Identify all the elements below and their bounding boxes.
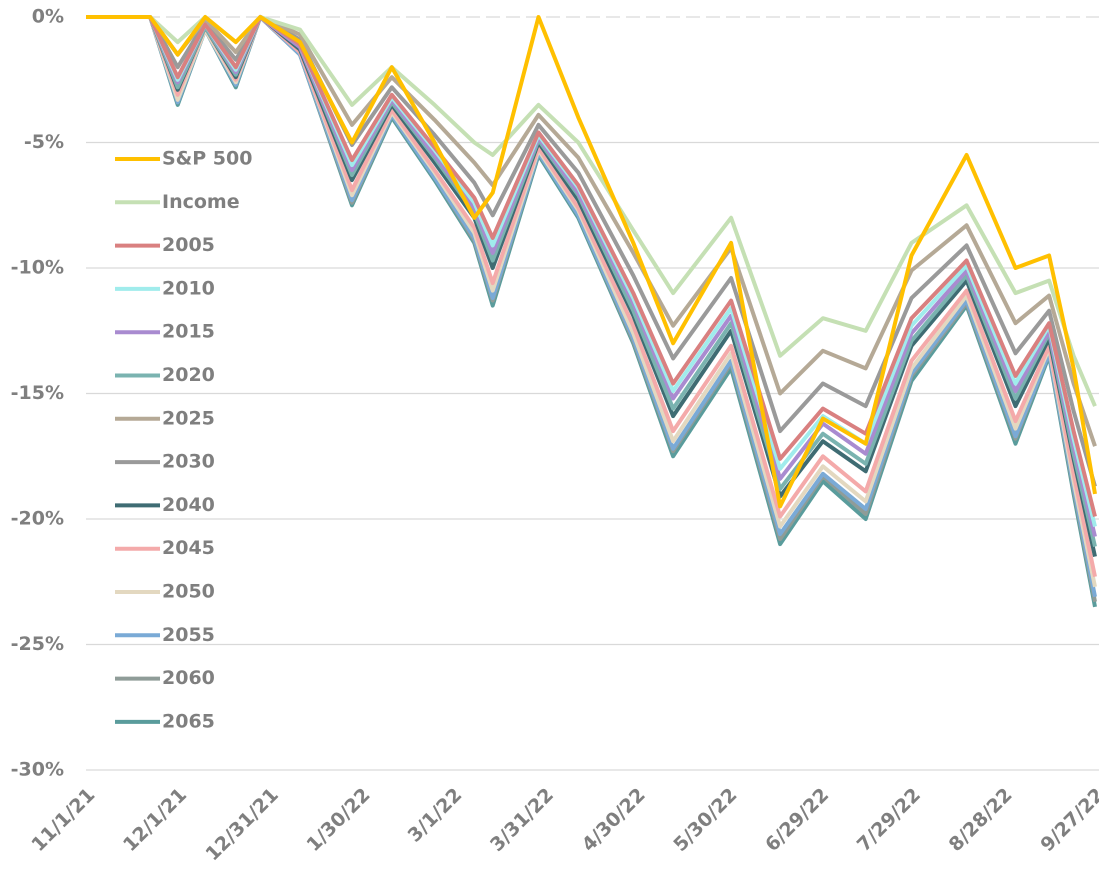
y-tick-label: 0% [32,6,64,28]
legend-label: S&P 500 [162,148,252,170]
legend-label: 2055 [162,624,215,646]
legend-label: 2040 [162,494,215,516]
x-tick-label: 5/30/22 [669,784,741,856]
series-line [86,15,1097,527]
x-tick-label: 11/1/21 [27,784,99,856]
series-line [86,15,1097,538]
legend-label: 2020 [162,364,215,386]
x-tick-label: 7/29/22 [853,784,925,856]
legend-label: 2010 [162,277,215,299]
y-tick-label: -10% [11,257,64,279]
series-line [86,15,1097,509]
x-tick-label: 12/31/21 [201,784,282,865]
legend-label: 2015 [162,321,215,343]
x-tick-label: 3/1/22 [404,784,467,847]
legend-label: 2045 [162,537,215,559]
x-tick-label: 12/1/21 [119,784,191,856]
y-tick-label: -25% [11,633,64,655]
x-tick-label: 4/30/22 [578,784,650,856]
x-tick-label: 1/30/22 [302,784,374,856]
series-line [86,15,1097,517]
y-tick-label: -5% [24,131,64,153]
x-tick-label: 8/28/22 [945,784,1017,856]
legend-label: Income [162,191,240,213]
legend-label: 2030 [162,451,215,473]
legend-label: 2050 [162,581,215,603]
series-line [86,15,1097,487]
series-line [86,15,1097,447]
y-tick-label: -15% [11,382,64,404]
legend-label: 2065 [162,710,215,732]
legend-label: 2025 [162,407,215,429]
y-tick-label: -30% [11,759,64,781]
x-tick-label: 9/27/22 [1036,784,1099,856]
x-tick-label: 3/31/22 [486,784,558,856]
y-tick-label: -20% [11,508,64,530]
x-tick-label: 6/29/22 [761,784,833,856]
legend-label: 2060 [162,667,215,689]
legend-label: 2005 [162,234,215,256]
